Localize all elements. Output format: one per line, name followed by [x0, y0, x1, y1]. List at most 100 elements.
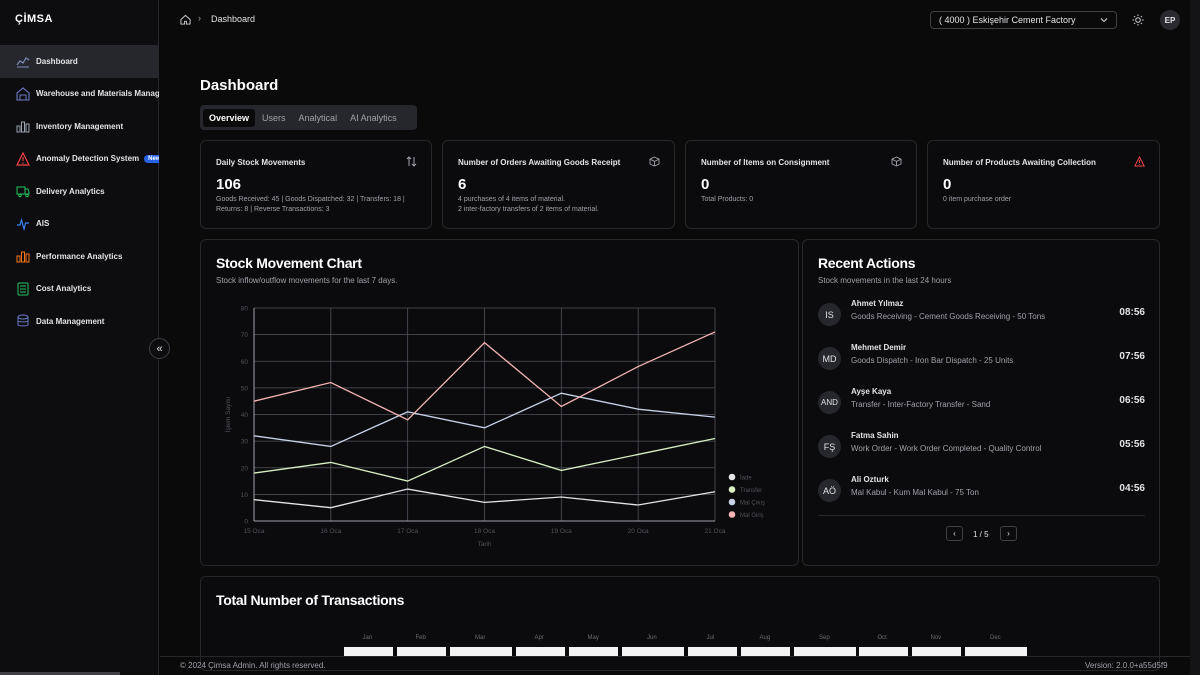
y-tick-label: 10	[241, 492, 249, 499]
action-description: Work Order - Work Order Completed - Qual…	[851, 444, 1042, 453]
stat-value: 106	[216, 176, 242, 193]
stat-subtext: 0 item purchase order	[943, 196, 1012, 203]
month-label: Jun	[647, 635, 657, 641]
sidebar-item-inventory[interactable]: Inventory Management	[0, 110, 159, 143]
y-tick-label: 30	[241, 439, 249, 446]
tab-analytical[interactable]: Analytical	[298, 112, 338, 123]
month-label: Mar	[475, 635, 486, 641]
month-heatmap-block[interactable]	[450, 647, 512, 657]
sidebar-item-label: Anomaly Detection System	[36, 154, 140, 164]
x-tick-label: 19 Oca	[551, 528, 572, 535]
x-tick-label: 20 Oca	[628, 528, 649, 535]
home-icon[interactable]	[180, 14, 191, 25]
database-icon	[17, 314, 29, 327]
sidebar-item-label: Performance Analytics	[36, 251, 123, 261]
recent-actions-title: Recent Actions	[818, 255, 916, 271]
y-tick-label: 50	[241, 385, 249, 392]
sidebar-item-ais[interactable]: AIS	[0, 208, 159, 241]
month-label: Apr	[534, 635, 544, 641]
avatar: FŞ	[818, 435, 841, 458]
transactions-card: Total Number of Transactions Jan Feb Mar Ap…	[200, 576, 1160, 671]
bar-chart-icon	[16, 121, 30, 133]
breadcrumb[interactable]: Dashboard	[211, 14, 256, 24]
tab-users[interactable]: Users	[262, 112, 286, 123]
month-label: Nov	[930, 635, 942, 641]
y-tick-label: 80	[241, 306, 249, 313]
stat-card-awaiting-collection: Number of Products Awaiting Collection 0…	[927, 140, 1160, 229]
chart-subtitle: Stock inflow/outflow movements for the l…	[216, 276, 398, 285]
legend-swatch	[728, 486, 736, 493]
month-label: Jan	[362, 635, 373, 641]
sidebar-item-label: Cost Analytics	[36, 284, 92, 294]
month-label: May	[587, 635, 599, 641]
month-heatmap-block[interactable]	[912, 647, 961, 657]
action-time: 07:56	[1119, 351, 1145, 362]
stat-title: Number of Items on Consignment	[701, 158, 830, 167]
action-time: 04:56	[1119, 483, 1145, 494]
sidebar-item-warehouse[interactable]: Warehouse and Materials Management	[0, 78, 159, 111]
x-tick-label: 17 Oca	[397, 528, 418, 535]
sidebar-item-performance[interactable]: Performance Analytics	[0, 240, 159, 273]
month-heatmap-block[interactable]	[344, 647, 393, 657]
collapse-sidebar-button[interactable]: «	[149, 338, 170, 359]
sidebar-item-data[interactable]: Data Management	[0, 305, 159, 338]
action-item[interactable]: IS Ahmet Yılmaz Goods Receiving - Cement…	[818, 299, 1145, 333]
month-heatmap-block[interactable]	[397, 647, 446, 657]
action-item[interactable]: AÖ Ali Ozturk Mal Kabul - Kum Mal Kabul …	[818, 475, 1145, 509]
factory-select[interactable]: ( 4000 ) Eskişehir Cement Factory	[930, 11, 1117, 29]
month-heatmap-block[interactable]	[794, 647, 856, 657]
action-item[interactable]: FŞ Fatma Sahin Work Order - Work Order C…	[818, 431, 1145, 465]
performance-bars-icon	[16, 251, 30, 263]
month-heatmap-block[interactable]	[859, 647, 908, 657]
action-description: Goods Receiving - Cement Goods Receiving…	[851, 312, 1046, 321]
action-user-name: Fatma Sahin	[851, 431, 899, 440]
month-heatmap-block[interactable]	[741, 647, 790, 657]
sidebar-item-label: Inventory Management	[36, 121, 124, 131]
stat-subtext: Total Products: 0	[701, 196, 754, 203]
page-scrollbar[interactable]	[1190, 0, 1200, 675]
pager-prev-button[interactable]: ‹	[946, 526, 963, 541]
chart-title: Stock Movement Chart	[216, 255, 362, 271]
action-user-name: Mehmet Demir	[851, 343, 907, 352]
y-tick-label: 70	[241, 332, 249, 339]
month-heatmap-block[interactable]	[516, 647, 565, 657]
brand-logo[interactable]: ÇİMSA	[15, 13, 53, 25]
action-user-name: Ahmet Yılmaz	[851, 299, 904, 308]
month-heatmap-block[interactable]	[965, 647, 1027, 657]
x-tick-label: 15 Oca	[244, 528, 265, 535]
legend-label: Mal Çıkış	[740, 501, 765, 507]
month-heatmap-block[interactable]	[688, 647, 737, 657]
action-user-name: Ali Ozturk	[851, 475, 889, 484]
x-tick-label: 18 Oca	[474, 528, 495, 535]
sidebar-item-anomaly[interactable]: Anomaly Detection System New	[0, 143, 159, 176]
month-heatmap-block[interactable]	[569, 647, 618, 657]
transactions-title: Total Number of Transactions	[216, 592, 405, 608]
footer-divider	[160, 656, 1190, 657]
month-heatmap-block[interactable]	[622, 647, 684, 657]
pager-next-button[interactable]: ›	[1000, 526, 1017, 541]
line-chart-icon	[16, 57, 30, 68]
legend-swatch	[728, 511, 736, 518]
sidebar-item-label: AIS	[36, 219, 50, 229]
stock-movement-chart-card: Stock Movement Chart Stock inflow/outflo…	[200, 239, 799, 566]
month-label: Dec	[990, 635, 1001, 641]
sidebar-item-label: Delivery Analytics	[36, 186, 105, 196]
avatar: MD	[818, 347, 841, 370]
action-item[interactable]: MD Mehmet Demir Goods Dispatch - Iron Ba…	[818, 343, 1145, 377]
tab-ai-analytics[interactable]: AI Analytics	[350, 112, 397, 123]
action-time: 06:56	[1119, 395, 1145, 406]
sidebar-scrollbar[interactable]	[0, 672, 120, 675]
stat-subtext-line: 2 inter-factory transfers of 2 items of …	[458, 206, 599, 213]
action-item[interactable]: AND Ayşe Kaya Transfer - Inter-Factory T…	[818, 387, 1145, 421]
sidebar-item-cost[interactable]: Cost Analytics	[0, 273, 159, 306]
sidebar-item-delivery[interactable]: Delivery Analytics	[0, 175, 159, 208]
user-avatar[interactable]: EP	[1160, 10, 1180, 30]
sidebar-item-dashboard[interactable]: Dashboard	[0, 45, 159, 78]
stat-card-consignment: Number of Items on Consignment 0 Total P…	[685, 140, 917, 229]
legend-label: Mal Giriş	[740, 513, 764, 519]
stat-value: 6	[458, 176, 467, 193]
tab-overview[interactable]: Overview	[203, 108, 256, 127]
pager-label: 1 / 5	[973, 530, 989, 539]
theme-toggle-icon[interactable]	[1132, 14, 1144, 26]
legend-label: İade	[740, 475, 752, 482]
